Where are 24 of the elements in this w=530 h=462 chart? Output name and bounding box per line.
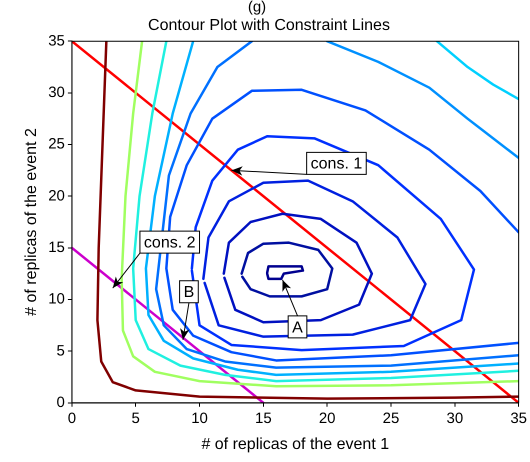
- y-tick-label: 0: [56, 394, 65, 411]
- x-tick-label: 20: [318, 410, 336, 427]
- x-tick-label: 0: [68, 410, 76, 427]
- y-tick-label: 20: [48, 187, 65, 204]
- x-tick-label: 15: [255, 410, 272, 427]
- y-axis-title: # of replicas of the event 2: [23, 128, 40, 316]
- x-tick-label: 10: [191, 410, 208, 427]
- y-tick-label: 30: [48, 84, 65, 101]
- annotation: B: [184, 284, 194, 302]
- y-tick-label: 35: [48, 32, 65, 50]
- annotation: A: [292, 319, 304, 336]
- x-tick-label: 25: [382, 410, 400, 427]
- x-axis-title: # of replicas of the event 1: [201, 436, 390, 453]
- text: (g): [248, 0, 266, 16]
- annotation: cons. 1: [310, 156, 362, 173]
- y-tick-label: 10: [48, 290, 65, 308]
- y-tick-label: 15: [48, 238, 65, 256]
- y-tick-label: 5: [56, 342, 65, 360]
- x-tick-label: 5: [132, 410, 140, 427]
- chart-title: Contour Plot with Constraint Lines: [148, 17, 390, 34]
- y-tick-label: 25: [48, 136, 65, 153]
- x-tick-label: 35: [510, 410, 527, 427]
- x-tick-label: 30: [446, 410, 464, 427]
- annotation: cons. 2: [144, 234, 196, 252]
